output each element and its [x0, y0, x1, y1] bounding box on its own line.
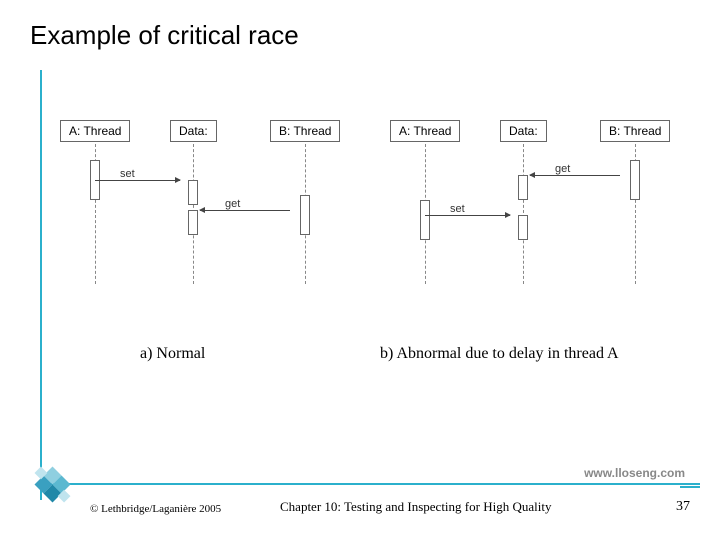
copyright-text: © Lethbridge/Laganière 2005 [90, 503, 221, 515]
caption-abnormal: b) Abnormal due to delay in thread A [380, 345, 619, 363]
message-arrow-get [530, 175, 620, 176]
message-label: set [120, 168, 135, 180]
diagram-area: A: Thread Data: B: Thread set get A: Thr… [60, 120, 700, 320]
activation-bar [188, 180, 198, 205]
caption-normal: a) Normal [140, 345, 205, 363]
lifeline-a-thread: A: Thread [390, 120, 460, 142]
message-label: get [225, 198, 240, 210]
message-arrow-get [200, 210, 290, 211]
activation-bar [518, 215, 528, 240]
lifeline-b-thread: B: Thread [270, 120, 340, 142]
accent-vertical-line [40, 70, 42, 500]
footer-rule [50, 483, 700, 485]
activation-bar [630, 160, 640, 200]
activation-bar [188, 210, 198, 235]
logo-icon [25, 460, 80, 510]
lifeline-label: A: Thread [390, 120, 460, 142]
lifeline-b-thread: B: Thread [600, 120, 670, 142]
lifeline-label: A: Thread [60, 120, 130, 142]
chapter-text: Chapter 10: Testing and Inspecting for H… [280, 499, 551, 515]
message-arrow-set [425, 215, 510, 216]
message-label: get [555, 163, 570, 175]
footer-url: www.lloseng.com [584, 466, 685, 480]
lifeline-data: Data: [500, 120, 547, 142]
page-number: 37 [676, 499, 690, 515]
lifeline-label: B: Thread [270, 120, 340, 142]
activation-bar [300, 195, 310, 235]
message-arrow-set [95, 180, 180, 181]
activation-bar [518, 175, 528, 200]
lifeline-dash [523, 144, 524, 284]
lifeline-label: Data: [500, 120, 547, 142]
message-label: set [450, 203, 465, 215]
activation-bar [420, 200, 430, 240]
lifeline-a-thread: A: Thread [60, 120, 130, 142]
lifeline-label: Data: [170, 120, 217, 142]
footer-rule-tail [680, 486, 700, 488]
lifeline-label: B: Thread [600, 120, 670, 142]
lifeline-data: Data: [170, 120, 217, 142]
slide-title: Example of critical race [30, 20, 299, 51]
